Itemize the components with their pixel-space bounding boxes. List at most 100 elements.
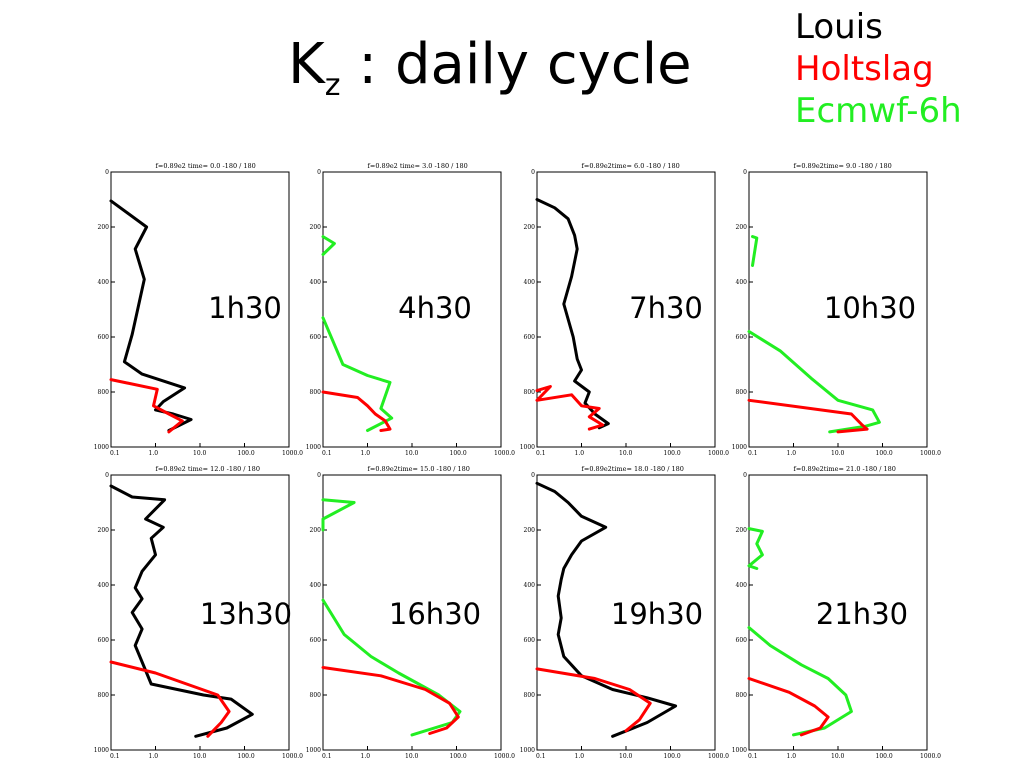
- y-tick-label: 200: [310, 224, 322, 231]
- y-tick-label: 1000: [306, 747, 321, 754]
- y-tick-label: 0: [531, 169, 535, 176]
- series-ecmwf-6h-line: [321, 316, 394, 432]
- y-tick-label: 800: [736, 389, 748, 396]
- x-tick-label: 10.0: [619, 753, 633, 760]
- y-tick-label: 1000: [520, 747, 535, 754]
- x-tick-label: 1000.0: [494, 450, 515, 457]
- x-tick-label: 1.0: [787, 753, 797, 760]
- series-holtslag-line: [747, 398, 869, 434]
- y-tick-label: 200: [524, 224, 536, 231]
- x-tick-label: 1000.0: [282, 753, 303, 760]
- plot-title: f=0.89e2 time= 3.0 -180 / 180: [368, 162, 468, 170]
- x-tick-label: 1.0: [575, 450, 585, 457]
- x-tick-label: 10.0: [405, 450, 419, 457]
- x-tick-label: 1.0: [149, 450, 159, 457]
- x-tick-label: 100.0: [450, 753, 467, 760]
- series-holtslag-line: [109, 660, 231, 738]
- chart-panel-7: f=0.89e2time= 18.0 -180 / 180 0.1 1.0 10.0 1…: [520, 465, 729, 760]
- x-tick-label: 1000.0: [494, 753, 515, 760]
- x-tick-label: 1.0: [575, 753, 585, 760]
- y-tick-label: 400: [524, 582, 536, 589]
- y-tick-label: 200: [310, 527, 322, 534]
- y-tick-label: 1000: [520, 444, 535, 451]
- series-louis-line: [109, 199, 193, 432]
- legend-louis: Louis: [795, 7, 883, 47]
- y-tick-label: 800: [98, 692, 110, 699]
- y-tick-label: 600: [310, 637, 322, 644]
- plot-title: f=0.89e2 time= 0.0 -180 / 180: [156, 162, 256, 170]
- y-tick-label: 800: [736, 692, 748, 699]
- legend: Louis Holtslag Ecmwf-6h: [795, 6, 962, 132]
- legend-ecmwf: Ecmwf-6h: [795, 91, 962, 131]
- series-ecmwf-6h-line: [751, 235, 759, 267]
- series-ecmwf-6h-line: [747, 330, 881, 434]
- title-rest: : daily cycle: [340, 32, 692, 97]
- y-tick-label: 400: [310, 582, 322, 589]
- time-label: 10h30: [824, 291, 916, 325]
- slide-title: Kz : daily cycle: [288, 30, 692, 121]
- plot-title: f=0.89e2time= 21.0 -180 / 180: [794, 465, 896, 473]
- y-tick-label: 1000: [94, 747, 109, 754]
- series-holtslag-line: [747, 677, 830, 737]
- title-subscript: z: [324, 68, 341, 103]
- x-tick-label: 10.0: [193, 450, 207, 457]
- y-tick-label: 200: [736, 224, 748, 231]
- y-tick-label: 600: [524, 637, 536, 644]
- series-ecmwf-6h-line: [747, 626, 853, 737]
- series-holtslag-line: [321, 666, 460, 735]
- series-holtslag-line: [321, 390, 392, 432]
- series-ecmwf-6h-line: [747, 527, 764, 570]
- x-tick-label: 0.1: [110, 753, 120, 760]
- series-holtslag-line: [109, 378, 184, 434]
- x-tick-label: 100.0: [238, 450, 255, 457]
- legend-holtslag: Holtslag: [795, 49, 934, 89]
- series-louis-line: [109, 484, 254, 738]
- series-louis-line: [535, 481, 678, 738]
- chart-panel-2: f=0.89e2 time= 3.0 -180 / 180 0.1 1.0 10.0 1…: [306, 162, 515, 457]
- chart-panel-1: f=0.89e2 time= 0.0 -180 / 180 0.1 1.0 10.0 1…: [94, 162, 303, 457]
- x-tick-label: 0.1: [536, 753, 546, 760]
- title-k: K: [288, 32, 325, 97]
- y-tick-label: 600: [310, 334, 322, 341]
- x-tick-label: 1000.0: [920, 450, 941, 457]
- x-tick-label: 10.0: [405, 753, 419, 760]
- y-tick-label: 1000: [306, 444, 321, 451]
- y-tick-label: 800: [310, 389, 322, 396]
- y-tick-label: 1000: [732, 747, 747, 754]
- series-ecmwf-6h-line: [321, 498, 356, 532]
- x-tick-label: 0.1: [110, 450, 120, 457]
- x-tick-label: 100.0: [664, 753, 681, 760]
- x-tick-label: 1.0: [149, 753, 159, 760]
- y-tick-label: 200: [524, 527, 536, 534]
- y-tick-label: 0: [743, 169, 747, 176]
- y-tick-label: 0: [105, 472, 109, 479]
- chart-panel-3: f=0.89e2time= 6.0 -180 / 180 0.1 1.0 10.0 10…: [520, 162, 729, 457]
- y-tick-label: 600: [736, 637, 748, 644]
- x-tick-label: 10.0: [831, 450, 845, 457]
- chart-panel-6: f=0.89e2time= 15.0 -180 / 180 0.1 1.0 10.0 1…: [306, 465, 515, 760]
- y-tick-label: 600: [98, 334, 110, 341]
- plot-title: f=0.89e2time= 18.0 -180 / 180: [582, 465, 684, 473]
- chart-panel-5: f=0.89e2 time= 12.0 -180 / 180 0.1 1.0 10.0…: [94, 465, 303, 760]
- time-label: 1h30: [208, 291, 282, 325]
- y-tick-label: 800: [524, 692, 536, 699]
- plot-title: f=0.89e2time= 9.0 -180 / 180: [794, 162, 892, 170]
- chart-panel-4: f=0.89e2time= 9.0 -180 / 180 0.1 1.0 10.0 10…: [732, 162, 941, 457]
- y-tick-label: 400: [98, 279, 110, 286]
- plot-title: f=0.89e2time= 6.0 -180 / 180: [582, 162, 680, 170]
- x-tick-label: 1.0: [361, 450, 371, 457]
- y-tick-label: 400: [736, 582, 748, 589]
- time-label: 7h30: [629, 291, 703, 325]
- x-tick-label: 10.0: [193, 753, 207, 760]
- y-tick-label: 600: [98, 637, 110, 644]
- y-tick-label: 200: [736, 527, 748, 534]
- y-tick-label: 200: [98, 224, 110, 231]
- y-tick-label: 800: [524, 389, 536, 396]
- y-tick-label: 600: [736, 334, 748, 341]
- y-tick-label: 1000: [94, 444, 109, 451]
- x-tick-label: 100.0: [238, 753, 255, 760]
- y-tick-label: 400: [736, 279, 748, 286]
- x-tick-label: 1000.0: [708, 450, 729, 457]
- x-tick-label: 0.1: [748, 753, 758, 760]
